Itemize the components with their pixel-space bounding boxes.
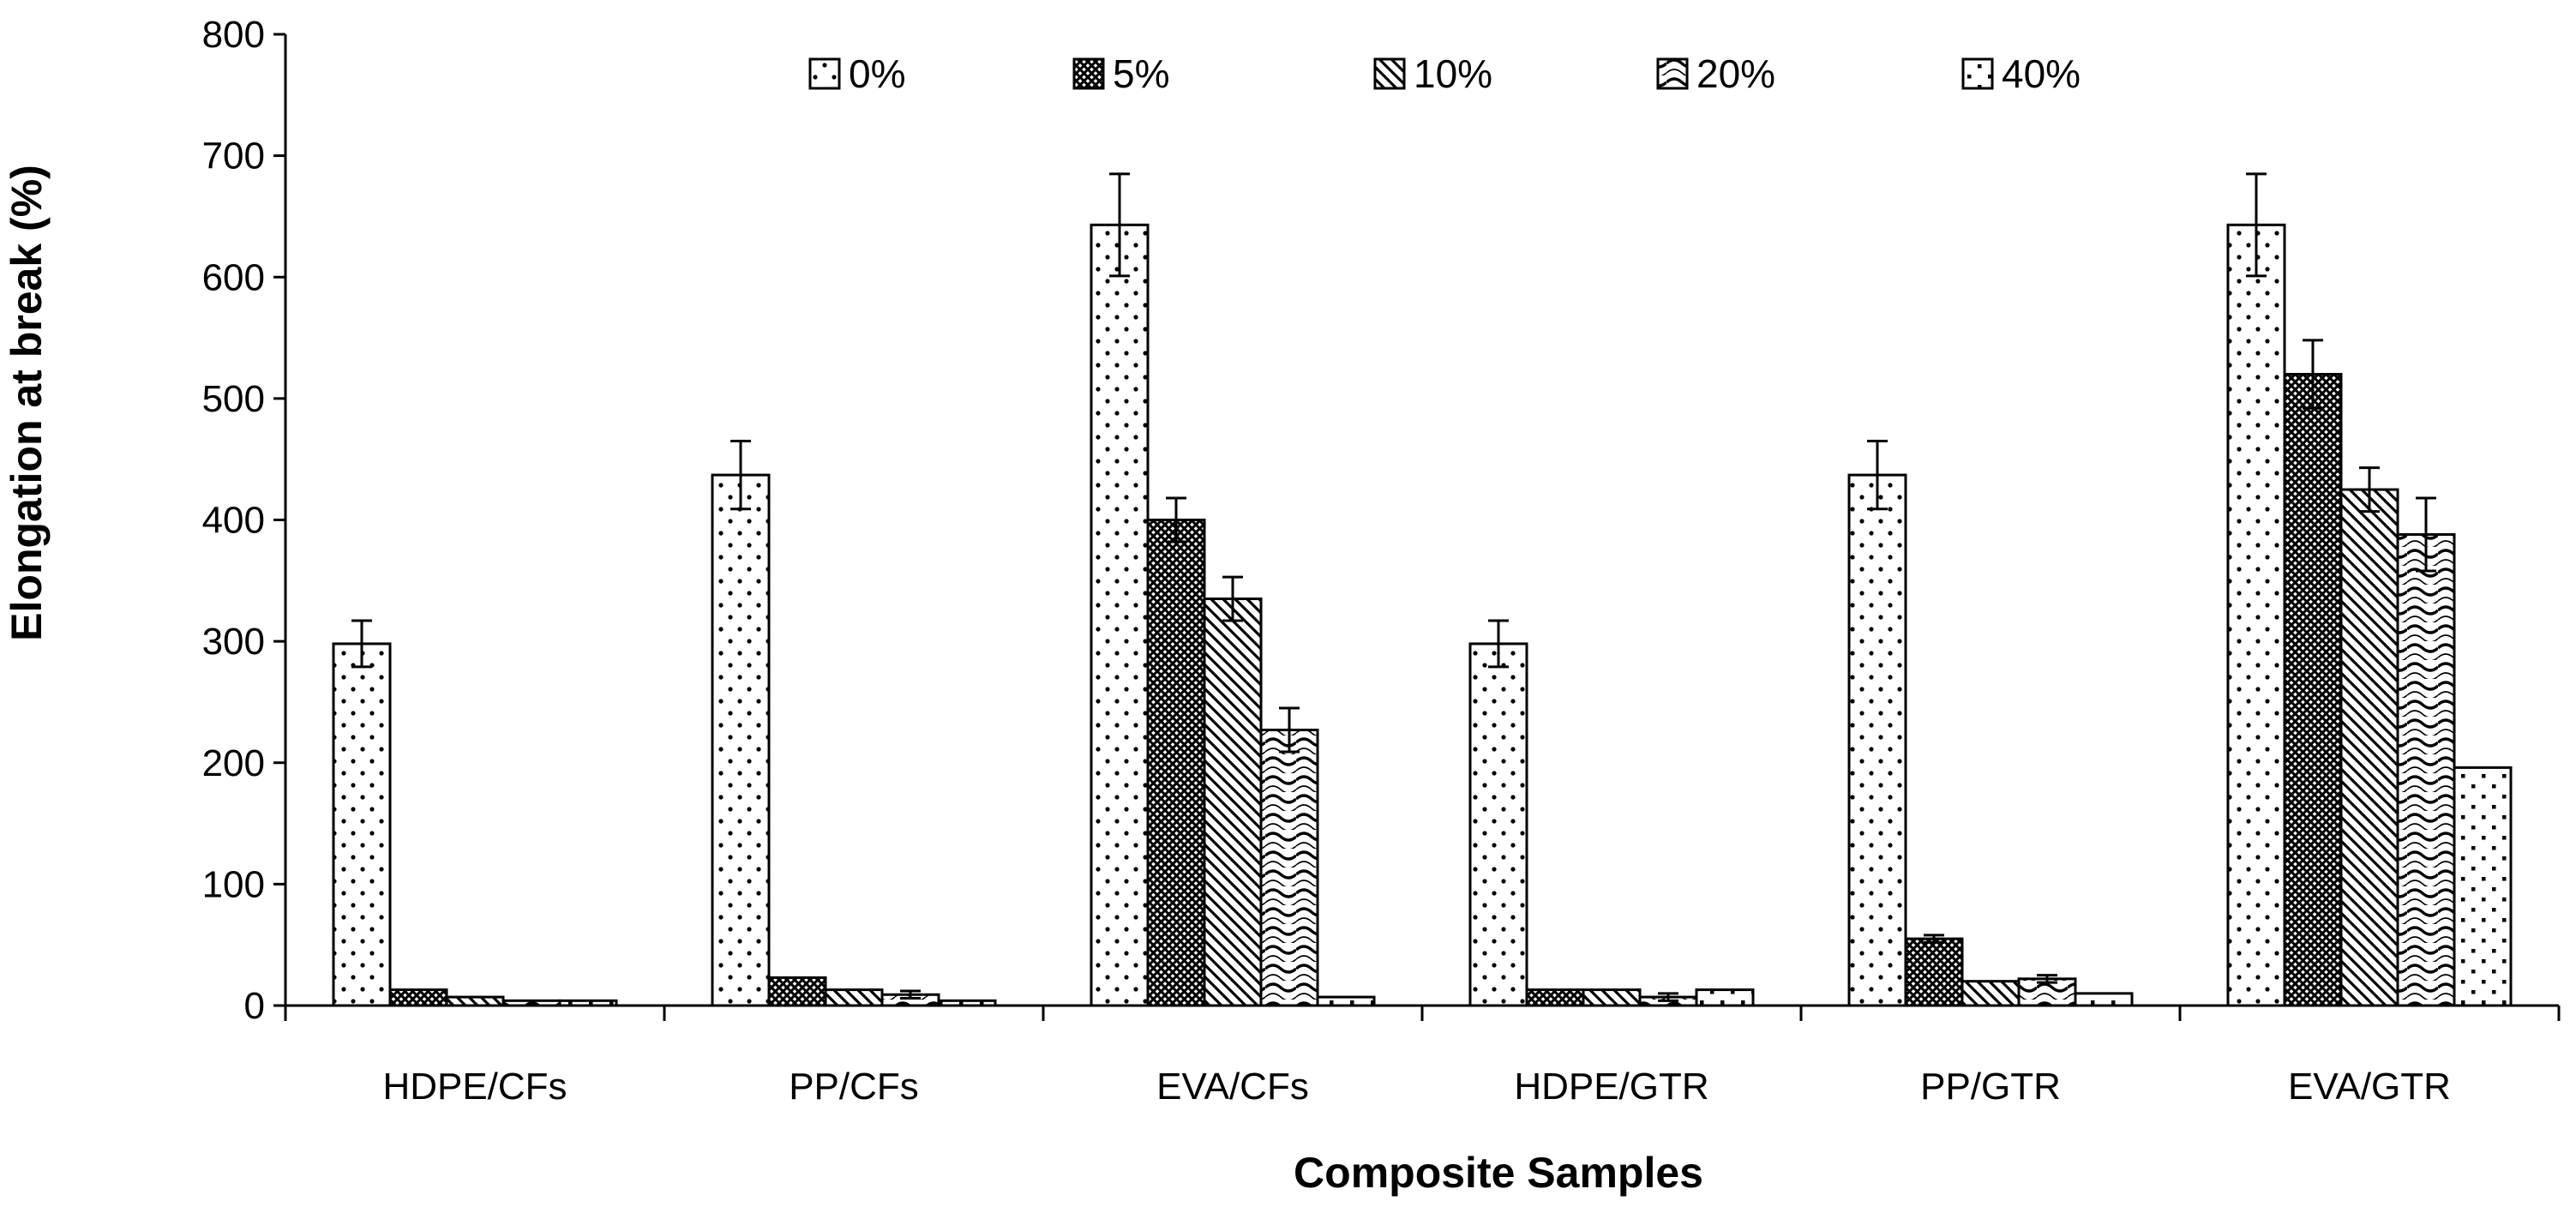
bar-10pct-hdpe-gtr: [1582, 988, 1642, 1007]
y-tick-label: 0: [244, 985, 265, 1027]
x-category-labels: HDPE/CFs PP/CFs EVA/CFs HDPE/GTR PP/GTR EVA/G…: [382, 1066, 2451, 1108]
bar-0pct-pp-gtr: [1847, 473, 1907, 1007]
legend-swatch: [1373, 57, 1406, 90]
bars-layer: [332, 223, 2513, 1007]
x-category-label: EVA/GTR: [2288, 1066, 2451, 1108]
legend-swatch: [1961, 57, 1994, 90]
x-category-label: HDPE/CFs: [382, 1066, 567, 1108]
y-tick-label: 100: [202, 863, 265, 905]
bar-0pct-pp-cfs: [711, 473, 771, 1007]
bar-10pct-eva-gtr: [2339, 488, 2399, 1007]
bar-0pct-hdpe-cfs: [332, 642, 392, 1007]
bar-5pct-hdpe-gtr: [1525, 988, 1585, 1007]
bar-5pct-eva-cfs: [1146, 519, 1206, 1007]
bar-0pct-eva-gtr: [2226, 223, 2286, 1007]
bar-5pct-hdpe-cfs: [388, 988, 448, 1007]
bar-40pct-eva-gtr: [2453, 766, 2513, 1007]
bar-40pct-hdpe-gtr: [1695, 988, 1755, 1007]
x-axis-title: Composite Samples: [1294, 1149, 1703, 1197]
bar-10pct-eva-cfs: [1203, 597, 1263, 1007]
legend-swatch: [1656, 57, 1689, 90]
legend-label: 40%: [2002, 51, 2081, 96]
y-tick-label: 200: [202, 742, 265, 784]
legend-label: 0%: [849, 51, 905, 96]
y-tick-label: 700: [202, 135, 265, 177]
y-axis-title: Elongation at break (%): [3, 165, 51, 641]
bar-0pct-hdpe-gtr: [1468, 642, 1528, 1007]
y-tick-label: 600: [202, 256, 265, 298]
x-category-label: EVA/CFs: [1156, 1066, 1309, 1108]
x-category-label: PP/GTR: [1920, 1066, 2061, 1108]
y-tick-label: 500: [202, 378, 265, 420]
bar-5pct-pp-gtr: [1904, 937, 1964, 1007]
bar-10pct-pp-gtr: [1961, 980, 2021, 1007]
y-tick-label: 400: [202, 500, 265, 542]
legend-swatch: [808, 57, 841, 90]
error-bars-layer: [351, 172, 2436, 1002]
x-category-label: PP/CFs: [789, 1066, 919, 1108]
bar-0pct-eva-cfs: [1090, 223, 1150, 1007]
bar-20pct-eva-cfs: [1259, 729, 1319, 1007]
legend: 0% 5% 10% 20% 40%: [808, 51, 2081, 96]
bar-5pct-eva-gtr: [2283, 373, 2343, 1007]
x-category-label: HDPE/GTR: [1514, 1066, 1708, 1108]
bar-20pct-eva-gtr: [2396, 532, 2456, 1007]
bar-40pct-pp-gtr: [2074, 992, 2134, 1007]
bar-5pct-pp-cfs: [767, 976, 827, 1007]
y-axis-ticks: 0 100 200 300 400 500 600 700 800: [202, 14, 285, 1027]
legend-label: 5%: [1113, 51, 1169, 96]
legend-label: 20%: [1696, 51, 1775, 96]
legend-label: 10%: [1414, 51, 1492, 96]
bar-10pct-pp-cfs: [824, 988, 884, 1007]
y-tick-label: 800: [202, 14, 265, 56]
y-tick-label: 300: [202, 621, 265, 663]
legend-swatch: [1072, 57, 1105, 90]
axes-layer: [284, 34, 2561, 1021]
